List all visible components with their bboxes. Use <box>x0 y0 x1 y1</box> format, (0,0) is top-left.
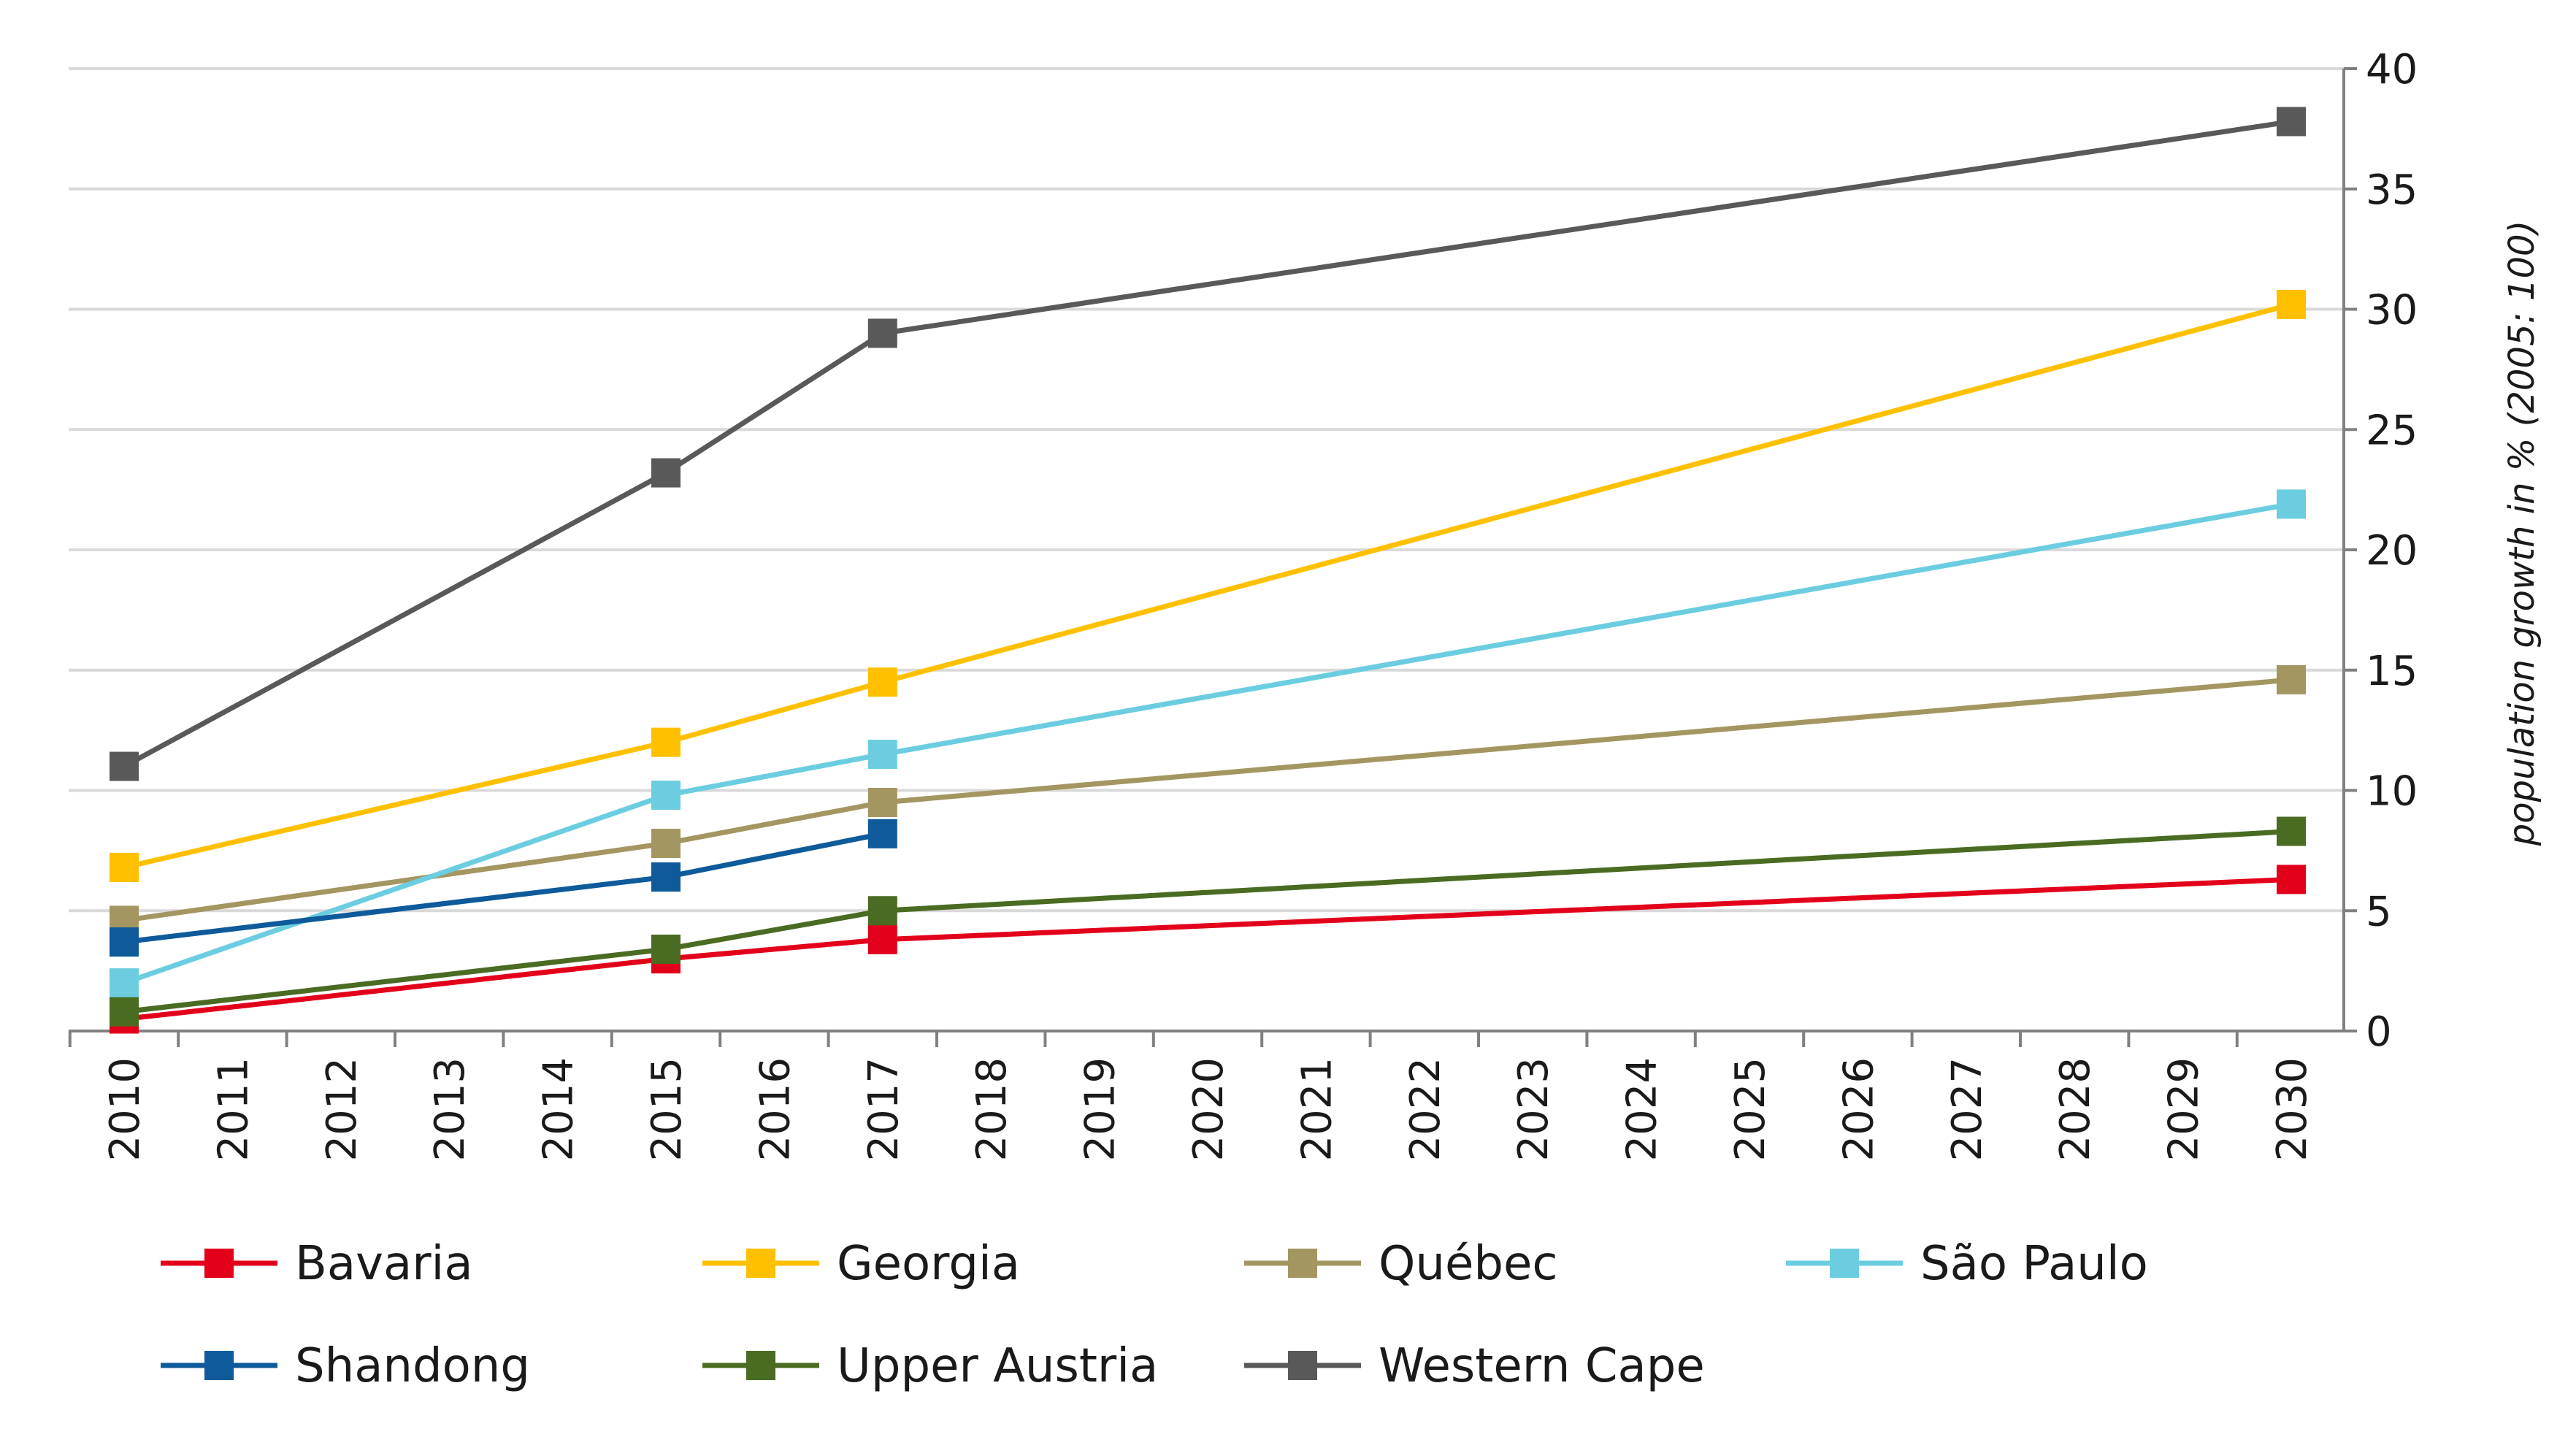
x-tick-label: 2026 <box>1835 1057 1882 1162</box>
data-point <box>2277 289 2306 319</box>
data-point <box>651 828 681 858</box>
x-tick-label: 2023 <box>1510 1057 1557 1162</box>
x-tick-label: 2025 <box>1727 1057 1774 1162</box>
x-tick-label: 2017 <box>860 1057 908 1162</box>
x-tick-label: 2028 <box>2052 1057 2099 1162</box>
data-point <box>110 997 139 1027</box>
y-tick-label: 30 <box>2366 287 2418 334</box>
data-point <box>651 727 681 757</box>
x-tick-label: 2012 <box>318 1057 366 1162</box>
x-tick-label: 2024 <box>1619 1057 1666 1162</box>
legend-label: Bavaria <box>295 1237 473 1291</box>
y-tick-label: 0 <box>2366 1008 2392 1056</box>
legend: Bavaria Georgia Québec São Paulo Shandong Upp… <box>161 1237 2148 1393</box>
data-point <box>867 318 897 348</box>
legend-swatch-marker <box>1288 1351 1317 1380</box>
legend-item: Québec <box>1244 1237 1558 1291</box>
x-tick-label: 2011 <box>210 1057 257 1162</box>
legend-item: Upper Austria <box>702 1339 1158 1393</box>
data-point <box>651 458 681 488</box>
data-point <box>110 927 139 957</box>
x-tick-label: 2014 <box>535 1057 583 1162</box>
data-point <box>110 852 139 882</box>
y-tick-label: 20 <box>2366 527 2418 575</box>
y-tick-label: 40 <box>2366 46 2418 93</box>
x-tick-label: 2015 <box>643 1057 691 1162</box>
legend-swatch-marker <box>204 1249 234 1278</box>
x-tick-label: 2013 <box>426 1057 474 1162</box>
series-line-upper-austria <box>123 829 2292 1015</box>
data-point <box>2277 664 2306 694</box>
legend-swatch-marker <box>1288 1249 1317 1278</box>
series-line-western-cape <box>123 119 2292 769</box>
legend-swatch-marker <box>1830 1249 1859 1278</box>
x-tick-label: 2030 <box>2269 1057 2316 1162</box>
x-tick-label: 2018 <box>968 1057 1016 1162</box>
x-tick-label: 2021 <box>1293 1057 1341 1162</box>
data-point <box>2277 489 2306 519</box>
series-line-bavaria <box>123 876 2292 1022</box>
series-lines <box>110 107 2306 1034</box>
legend-label: Shandong <box>295 1339 530 1393</box>
legend-item: Western Cape <box>1244 1339 1705 1393</box>
data-point <box>651 862 681 892</box>
series-line-s-o-paulo <box>123 501 2292 986</box>
x-tick-label: 2010 <box>101 1057 149 1162</box>
data-point <box>867 819 897 848</box>
y-axis-label: population growth in % (2005: 100) <box>2502 221 2542 847</box>
legend-swatch-marker <box>746 1249 775 1278</box>
data-point <box>867 787 897 817</box>
data-point <box>110 751 139 781</box>
legend-item: São Paulo <box>1786 1237 2148 1291</box>
data-point <box>867 924 897 954</box>
data-point <box>867 667 897 697</box>
data-point <box>2277 816 2306 846</box>
legend-label: Québec <box>1379 1237 1558 1291</box>
x-tick-label: 2019 <box>1077 1057 1124 1162</box>
x-tick-label: 2020 <box>1185 1057 1233 1162</box>
data-point <box>110 968 139 998</box>
legend-swatch-marker <box>204 1351 234 1380</box>
data-point <box>2277 107 2306 137</box>
legend-swatch-marker <box>746 1351 775 1380</box>
data-point <box>2277 865 2306 894</box>
series-line-qu-bec <box>123 677 2292 923</box>
legend-label: Western Cape <box>1379 1339 1705 1393</box>
data-point <box>651 934 681 964</box>
data-point <box>651 781 681 811</box>
y-tick-label: 35 <box>2366 166 2418 214</box>
x-tick-label: 2029 <box>2161 1057 2208 1162</box>
legend-label: Georgia <box>837 1237 1020 1291</box>
y-tick-label: 15 <box>2366 648 2418 695</box>
legend-label: São Paulo <box>1920 1237 2148 1291</box>
x-tick-label: 2027 <box>1944 1057 1991 1162</box>
legend-label: Upper Austria <box>837 1339 1158 1393</box>
y-tick-label: 5 <box>2366 888 2392 935</box>
legend-item: Bavaria <box>161 1237 473 1291</box>
y-tick-label: 25 <box>2366 407 2418 454</box>
gridlines <box>69 67 2344 913</box>
series-line-georgia <box>123 302 2292 870</box>
legend-item: Shandong <box>161 1339 530 1393</box>
legend-item: Georgia <box>702 1237 1020 1291</box>
x-tick-label: 2016 <box>751 1057 799 1162</box>
x-tick-label: 2022 <box>1402 1057 1449 1162</box>
data-point <box>867 896 897 926</box>
y-tick-label: 10 <box>2366 768 2418 816</box>
data-point <box>867 740 897 770</box>
